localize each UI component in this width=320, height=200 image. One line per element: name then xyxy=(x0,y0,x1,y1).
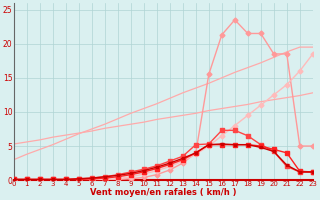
X-axis label: Vent moyen/en rafales ( km/h ): Vent moyen/en rafales ( km/h ) xyxy=(90,188,236,197)
